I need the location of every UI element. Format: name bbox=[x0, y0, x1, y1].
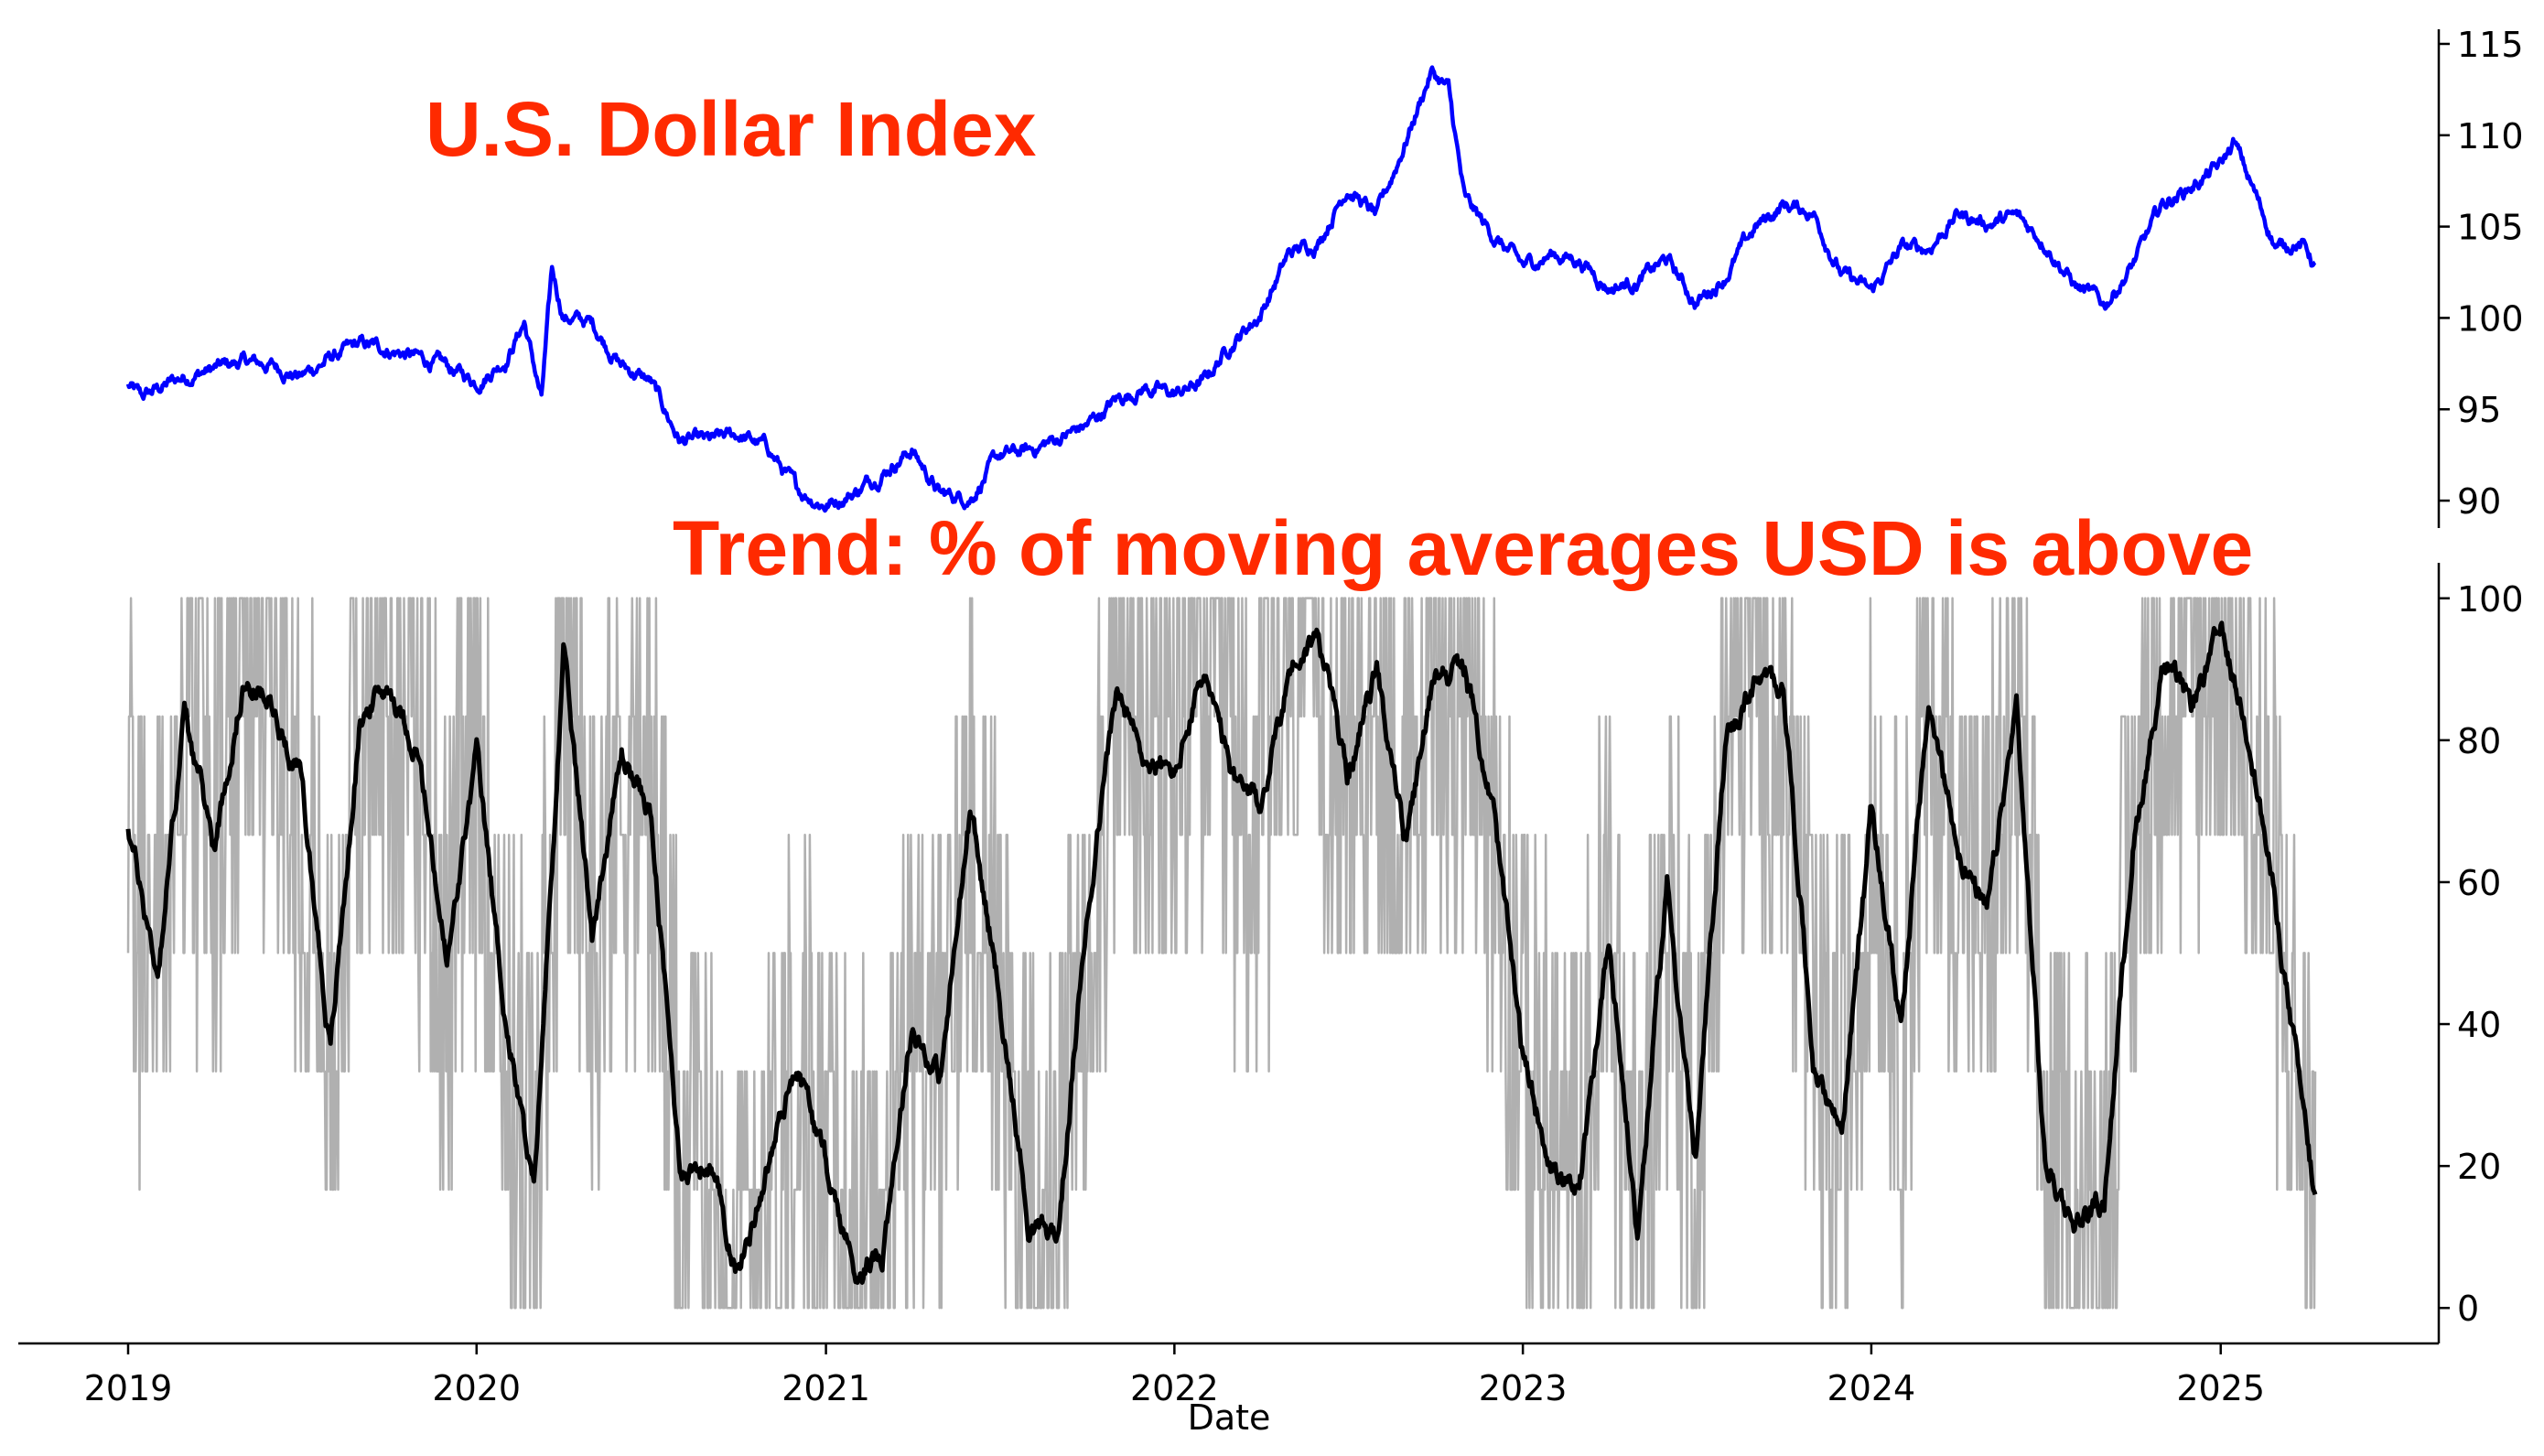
usd-y-tick-label: 105 bbox=[2457, 208, 2524, 248]
x-tick-label: 2025 bbox=[2176, 1368, 2265, 1408]
bottom-panel: 0 20 40 60 80 100 2019 2020 2021 2022 2023 2024 202… bbox=[18, 505, 2524, 1438]
trend-y-axis: 0 20 40 60 80 100 bbox=[2437, 563, 2524, 1343]
x-tick-label: 2024 bbox=[1827, 1368, 1916, 1408]
trend-y-tick-label: 20 bbox=[2457, 1147, 2501, 1187]
trend-y-tick-label: 0 bbox=[2457, 1289, 2479, 1329]
x-tick-label: 2021 bbox=[782, 1368, 870, 1408]
usd-y-tick-label: 95 bbox=[2457, 390, 2501, 430]
x-tick-label: 2019 bbox=[84, 1368, 173, 1408]
x-tick-label: 2023 bbox=[1479, 1368, 1568, 1408]
usd-y-tick-label: 90 bbox=[2457, 481, 2501, 522]
usd-index-line bbox=[125, 65, 2317, 513]
x-tick-label: 2022 bbox=[1130, 1368, 1219, 1408]
usd-y-tick-label: 110 bbox=[2457, 116, 2524, 156]
trend-y-tick-label: 100 bbox=[2457, 579, 2524, 620]
usd-title: U.S. Dollar Index bbox=[426, 86, 1037, 172]
trend-smoothed-line bbox=[125, 620, 2318, 1285]
usd-y-axis: 90 95 100 105 110 115 bbox=[2437, 25, 2524, 528]
x-axis-label: Date bbox=[1188, 1397, 1271, 1438]
usd-y-tick-label: 115 bbox=[2457, 25, 2524, 65]
trend-title: Trend: % of moving averages USD is above bbox=[673, 505, 2253, 591]
x-tick-label: 2020 bbox=[432, 1368, 521, 1408]
trend-y-tick-label: 40 bbox=[2457, 1005, 2501, 1045]
x-axis: 2019 2020 2021 2022 2023 2024 2025 bbox=[18, 1342, 2439, 1408]
top-panel: 90 95 100 105 110 115 U.S. Dollar Index bbox=[125, 25, 2524, 528]
trend-raw-line bbox=[126, 597, 2317, 1310]
usd-y-tick-label: 100 bbox=[2457, 298, 2524, 339]
trend-y-tick-label: 60 bbox=[2457, 863, 2501, 903]
trend-y-tick-label: 80 bbox=[2457, 721, 2501, 761]
